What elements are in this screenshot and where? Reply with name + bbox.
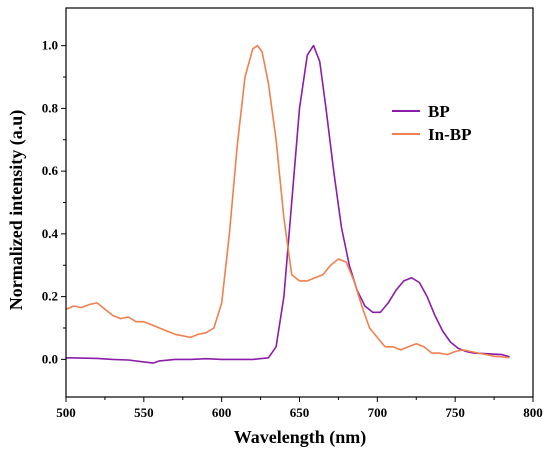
x-tick-label: 800 <box>523 405 543 420</box>
x-tick-label: 600 <box>212 405 232 420</box>
y-tick-label: 0.4 <box>42 226 59 241</box>
x-axis-title: Wavelength (nm) <box>234 427 367 448</box>
legend: BP In-BP <box>392 102 471 144</box>
x-tick-label: 650 <box>290 405 310 420</box>
legend-label-in-bp: In-BP <box>428 125 471 144</box>
axes-layer <box>65 7 534 398</box>
y-tick-label: 0.0 <box>42 351 58 366</box>
x-tick-label: 750 <box>445 405 465 420</box>
legend-label-bp: BP <box>428 102 450 121</box>
y-axis-title: Normalized intensity (a.u) <box>6 110 27 310</box>
y-tick-label: 0.2 <box>42 289 58 304</box>
x-tick-label: 550 <box>134 405 154 420</box>
plot-frame <box>65 7 534 398</box>
series-line-bp <box>65 44 510 364</box>
series-layer <box>65 44 510 364</box>
y-tick-label: 0.8 <box>42 100 59 115</box>
ticks-layer: 500 550 600 650 700 750 800 0.0 0.2 0.4 0.6 0.8 1.0 <box>42 38 543 420</box>
series-line-in-bp <box>65 44 510 359</box>
x-tick-label: 500 <box>56 405 76 420</box>
y-tick-label: 1.0 <box>42 38 58 53</box>
x-tick-label: 700 <box>368 405 388 420</box>
y-tick-label: 0.6 <box>42 163 59 178</box>
